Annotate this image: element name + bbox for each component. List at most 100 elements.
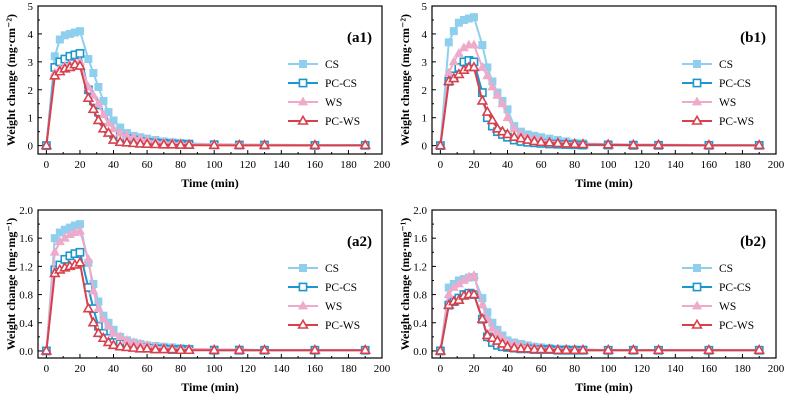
data-point bbox=[107, 133, 120, 144]
data-point bbox=[478, 41, 487, 50]
x-tick-label: 60 bbox=[536, 363, 548, 375]
data-point bbox=[174, 138, 187, 149]
data-point bbox=[481, 105, 494, 116]
y-tick-label: 0.0 bbox=[19, 346, 33, 358]
data-point bbox=[468, 39, 480, 49]
legend-item: WS bbox=[682, 300, 736, 313]
x-tick-label: 180 bbox=[340, 363, 357, 375]
data-point bbox=[50, 52, 59, 61]
data-point bbox=[703, 139, 715, 150]
data-point bbox=[102, 126, 115, 137]
legend-item: CS bbox=[682, 59, 733, 71]
data-point bbox=[535, 136, 547, 147]
data-point bbox=[521, 342, 534, 353]
data-point bbox=[476, 94, 489, 105]
data-point bbox=[577, 344, 589, 355]
legend: CS PC-CS WS PC-WS bbox=[682, 263, 754, 332]
data-point bbox=[521, 133, 534, 144]
panel-label: (a2) bbox=[347, 234, 372, 250]
data-point bbox=[74, 59, 86, 70]
legend-item: PC-WS bbox=[288, 114, 360, 128]
data-point bbox=[233, 344, 246, 355]
data-point bbox=[477, 62, 488, 71]
data-point bbox=[127, 341, 140, 352]
y-tick-label: 2.0 bbox=[19, 205, 33, 217]
legend-item: PC-WS bbox=[288, 318, 360, 332]
data-point bbox=[121, 341, 133, 352]
legend-label: CS bbox=[719, 59, 733, 71]
legend-label: PC-WS bbox=[719, 116, 754, 128]
data-point bbox=[134, 137, 147, 148]
data-point bbox=[89, 69, 98, 78]
x-tick-label: 20 bbox=[468, 159, 480, 171]
data-point bbox=[149, 343, 162, 354]
x-tick-label: 20 bbox=[468, 363, 480, 375]
data-point bbox=[158, 138, 170, 149]
data-point bbox=[508, 341, 520, 352]
data-point bbox=[496, 125, 509, 136]
legend-item: WS bbox=[288, 96, 342, 109]
data-point bbox=[121, 136, 133, 147]
series-ws bbox=[435, 270, 765, 355]
x-tick-label: 100 bbox=[206, 159, 223, 171]
legend-item: PC-WS bbox=[682, 114, 754, 128]
legend-swatch-marker bbox=[691, 96, 703, 106]
legend-item: WS bbox=[682, 96, 736, 109]
legend-item: PC-CS bbox=[288, 78, 357, 90]
legend-swatch-marker bbox=[693, 263, 702, 272]
data-point bbox=[469, 13, 478, 22]
y-tick-label: 3 bbox=[422, 57, 428, 69]
series-pc-ws bbox=[40, 58, 371, 150]
plot-frame bbox=[37, 5, 383, 155]
data-point bbox=[487, 322, 498, 332]
data-point bbox=[233, 139, 246, 150]
data-point bbox=[149, 138, 162, 149]
x-tick-label: 140 bbox=[667, 363, 684, 375]
data-point bbox=[515, 342, 527, 353]
x-tick-label: 120 bbox=[240, 159, 257, 171]
data-point bbox=[753, 344, 765, 355]
data-point bbox=[97, 122, 110, 133]
legend-swatch-marker bbox=[691, 318, 703, 329]
data-point bbox=[93, 303, 104, 313]
y-tick-label: 1 bbox=[422, 113, 428, 125]
data-point bbox=[468, 61, 480, 72]
panel-label: (a1) bbox=[347, 30, 372, 46]
legend-label: PC-CS bbox=[325, 282, 357, 294]
series-ws bbox=[41, 225, 371, 355]
x-tick-label: 0 bbox=[44, 363, 50, 375]
data-point bbox=[552, 137, 564, 148]
x-tick-label: 180 bbox=[340, 159, 357, 171]
data-point bbox=[491, 334, 504, 345]
y-tick-label: 5 bbox=[422, 1, 428, 13]
data-point bbox=[501, 128, 514, 139]
legend: CS PC-CS WS PC-WS bbox=[288, 263, 360, 332]
x-axis-title: Time (min) bbox=[181, 176, 238, 190]
legend-swatch-marker bbox=[691, 300, 703, 310]
data-point bbox=[183, 138, 195, 149]
y-axis-title: Weight change (mg·cm⁻²) bbox=[398, 14, 412, 146]
y-tick-label: 0.4 bbox=[413, 318, 427, 330]
panel-b2: 0 20 40 60 80 100 120 140 160 180 200 0.0 0.4 0.8 1.2 1… bbox=[398, 205, 785, 394]
data-point bbox=[497, 98, 508, 108]
data-point bbox=[114, 340, 126, 351]
data-point bbox=[94, 82, 103, 91]
data-point bbox=[114, 136, 126, 147]
data-point bbox=[468, 270, 480, 279]
data-point bbox=[158, 343, 170, 354]
legend-label: PC-CS bbox=[719, 282, 751, 294]
data-point bbox=[87, 316, 100, 327]
legend: CS PC-CS WS PC-WS bbox=[682, 59, 754, 128]
data-point bbox=[492, 89, 503, 99]
series-pc-ws bbox=[434, 61, 765, 150]
legend-swatch-marker bbox=[297, 114, 309, 125]
x-tick-label: 120 bbox=[634, 159, 651, 171]
data-point bbox=[82, 91, 95, 102]
y-tick-label: 1.6 bbox=[413, 233, 427, 245]
y-tick-label: 2 bbox=[28, 85, 34, 97]
x-tick-label: 80 bbox=[175, 159, 187, 171]
legend-swatch-marker bbox=[298, 60, 307, 69]
legend-label: CS bbox=[325, 263, 339, 275]
x-tick-label: 160 bbox=[701, 159, 718, 171]
x-tick-label: 120 bbox=[240, 363, 257, 375]
